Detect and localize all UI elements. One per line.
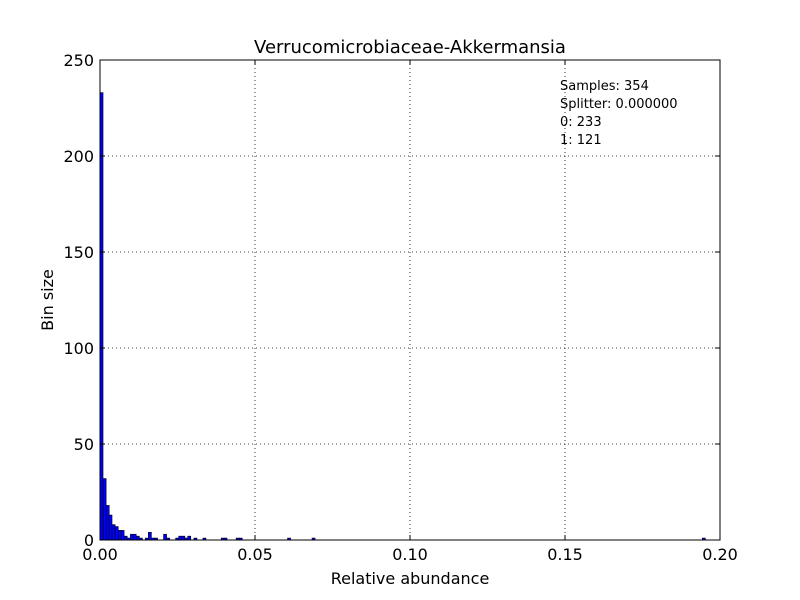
histogram-bar xyxy=(132,533,137,541)
y-tick-label: 200 xyxy=(63,147,94,166)
x-tick-label: 0.10 xyxy=(392,545,428,564)
histogram-bar xyxy=(187,535,192,541)
histogram-bar xyxy=(111,524,116,541)
y-tick-label: 50 xyxy=(74,435,94,454)
x-tick-label: 0.05 xyxy=(237,545,273,564)
histogram-bar xyxy=(123,535,128,541)
histogram-bar xyxy=(114,526,119,541)
histogram-bar xyxy=(163,533,167,541)
axis-ticks: 0.00 0.05 0.10 0.15 0.20 0 50 100 150 200 250 xyxy=(63,51,737,564)
y-tick-label: 150 xyxy=(63,243,94,262)
histogram-bar xyxy=(178,535,183,541)
chart-title: Verrucomicrobiaceae-Akkermansia xyxy=(254,37,566,58)
histogram-bar xyxy=(108,514,113,541)
x-tick-label: 0.20 xyxy=(702,545,738,564)
histogram-bar xyxy=(148,532,152,541)
histogram-bar xyxy=(102,478,107,541)
y-tick-label: 0 xyxy=(84,531,94,550)
x-tick-label: 0.00 xyxy=(82,545,118,564)
y-tick-label: 250 xyxy=(63,51,94,70)
x-tick-label: 0.15 xyxy=(547,545,583,564)
annotation-line: 0: 233 xyxy=(560,115,602,130)
annotation-line: Splitter: 0.000000 xyxy=(560,97,678,112)
y-tick-label: 100 xyxy=(63,339,94,358)
stats-annotation: Samples: 354 Splitter: 0.000000 0: 233 1: 1… xyxy=(560,79,678,148)
annotation-line: Samples: 354 xyxy=(560,79,649,94)
histogram-bar xyxy=(120,530,125,541)
histogram-bar xyxy=(135,535,140,541)
annotation-line: 1: 121 xyxy=(560,133,602,148)
x-axis-label: Relative abundance xyxy=(331,569,490,588)
grid-lines xyxy=(100,60,720,540)
y-axis-label: Bin size xyxy=(38,269,57,331)
